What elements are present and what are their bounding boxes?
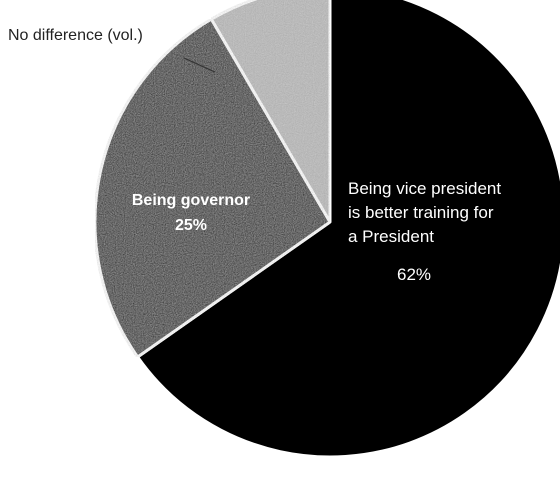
slice-governor — [93, 17, 332, 359]
slice-value-governor: 25% — [175, 217, 207, 234]
pie-labels: Being vice president is better training f… — [8, 27, 501, 284]
slice-label-vice-president: Being vice president — [348, 179, 501, 198]
slice-label-vice-president: is better training for — [348, 203, 494, 222]
slice-label-no-difference: No difference (vol.) — [8, 27, 143, 44]
slice-no-difference — [209, 0, 332, 224]
slice-label-vice-president: a President — [348, 227, 434, 246]
pie-slices — [93, 0, 560, 459]
leader-line-no-difference — [183, 57, 216, 73]
slice-vice-president — [136, 0, 560, 459]
slice-label-governor: Being governor — [132, 192, 250, 209]
slice-value-vice-president: 62% — [397, 265, 431, 284]
